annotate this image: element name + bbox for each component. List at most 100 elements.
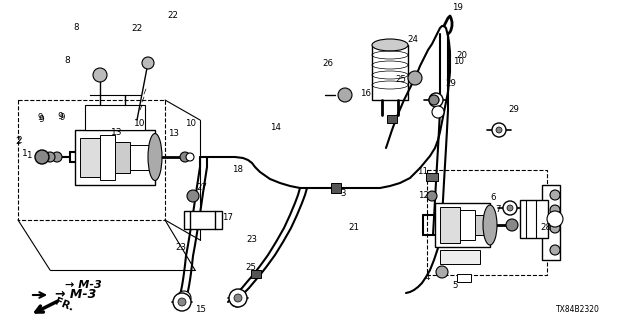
Circle shape (550, 223, 560, 233)
Text: 1: 1 (22, 149, 28, 158)
Circle shape (180, 152, 190, 162)
Bar (85, 105, 145, 130)
Circle shape (503, 201, 517, 215)
Bar (331, 183, 341, 193)
Bar (426, 173, 438, 181)
Circle shape (436, 266, 448, 278)
Bar (75, 130, 155, 185)
Text: 10: 10 (453, 58, 464, 67)
Text: 2: 2 (15, 138, 20, 147)
Circle shape (35, 150, 49, 164)
Circle shape (408, 71, 422, 85)
Text: 22: 22 (131, 24, 143, 33)
Text: 9: 9 (37, 114, 42, 123)
Bar (460, 210, 475, 240)
Bar (457, 274, 471, 282)
Text: 12: 12 (418, 191, 429, 201)
Circle shape (230, 293, 244, 307)
Text: 11: 11 (417, 167, 428, 177)
Circle shape (429, 93, 443, 107)
Text: 2: 2 (16, 136, 22, 145)
Text: 20: 20 (456, 51, 467, 60)
Circle shape (427, 191, 437, 201)
Text: 23: 23 (246, 236, 257, 244)
Circle shape (338, 88, 352, 102)
Bar (80, 138, 100, 177)
Circle shape (550, 205, 560, 215)
Text: 29: 29 (445, 78, 456, 87)
Text: 13: 13 (111, 128, 122, 137)
Text: 3: 3 (340, 188, 346, 197)
Text: 1: 1 (26, 150, 31, 159)
Circle shape (550, 245, 560, 255)
Circle shape (177, 291, 191, 305)
Text: 10: 10 (134, 119, 146, 128)
Bar (387, 115, 397, 123)
Text: 24: 24 (407, 36, 418, 44)
Text: 4: 4 (425, 274, 431, 283)
Circle shape (186, 153, 194, 161)
Text: → M-3: → M-3 (55, 289, 97, 301)
Bar (251, 270, 261, 278)
Text: 19: 19 (452, 4, 463, 12)
Bar (372, 45, 408, 100)
Bar (130, 145, 152, 170)
Circle shape (229, 289, 247, 307)
Text: 9: 9 (58, 112, 63, 121)
Circle shape (429, 95, 439, 105)
Circle shape (550, 190, 560, 200)
Text: 13: 13 (168, 130, 179, 139)
Circle shape (547, 211, 563, 227)
Circle shape (187, 190, 199, 202)
Bar (440, 250, 480, 264)
Circle shape (234, 297, 240, 303)
Bar (435, 203, 490, 247)
Bar (520, 200, 548, 238)
Circle shape (52, 152, 62, 162)
Text: 6: 6 (490, 193, 495, 202)
Text: 15: 15 (195, 306, 206, 315)
Circle shape (432, 106, 444, 118)
Circle shape (433, 97, 439, 103)
Text: 10: 10 (185, 119, 196, 129)
Text: 14: 14 (270, 124, 281, 132)
Circle shape (507, 205, 513, 211)
Text: 9: 9 (38, 116, 44, 124)
Text: 9: 9 (60, 113, 65, 122)
Circle shape (142, 57, 154, 69)
Text: 5: 5 (452, 282, 458, 291)
Ellipse shape (148, 133, 162, 180)
Bar (427, 170, 547, 275)
Bar (542, 185, 560, 260)
Circle shape (93, 68, 107, 82)
Text: 8: 8 (73, 22, 79, 31)
Ellipse shape (483, 205, 497, 245)
Bar (475, 215, 487, 235)
Text: 7: 7 (495, 205, 500, 214)
Text: 28: 28 (540, 223, 551, 233)
Circle shape (45, 152, 55, 162)
Bar (100, 135, 115, 180)
Circle shape (178, 298, 186, 306)
Text: 23: 23 (175, 243, 186, 252)
Text: 8: 8 (64, 56, 70, 65)
Circle shape (234, 294, 242, 302)
Circle shape (181, 295, 187, 301)
Text: 27: 27 (196, 183, 207, 193)
Text: 17: 17 (222, 213, 233, 222)
Text: 25: 25 (395, 76, 406, 84)
Text: 21: 21 (348, 223, 359, 233)
Text: 26: 26 (322, 60, 333, 68)
Bar (440, 207, 460, 243)
Bar (184, 211, 222, 229)
Text: → M-3: → M-3 (65, 280, 102, 290)
Text: FR.: FR. (53, 297, 75, 313)
Text: 29: 29 (508, 106, 519, 115)
Ellipse shape (372, 39, 408, 51)
Circle shape (496, 127, 502, 133)
Circle shape (506, 219, 518, 231)
Text: 18: 18 (232, 165, 243, 174)
Text: 25: 25 (245, 263, 256, 273)
Bar (115, 142, 130, 173)
Circle shape (173, 293, 191, 311)
